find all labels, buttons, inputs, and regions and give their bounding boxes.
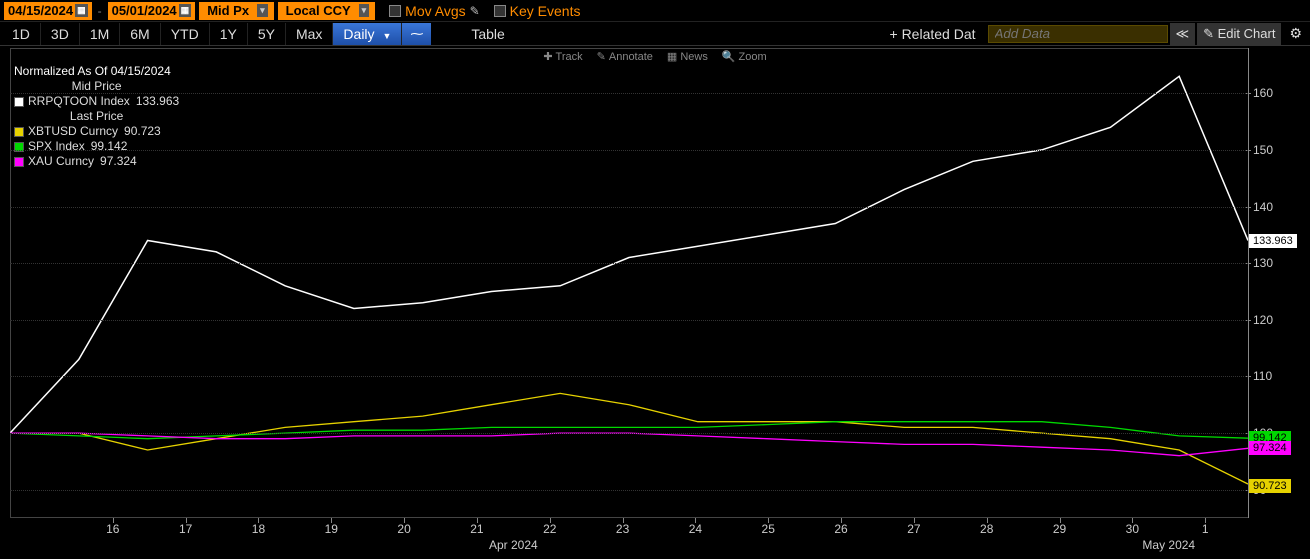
period-ytd-button[interactable]: YTD: [161, 23, 210, 45]
calendar-icon: ▦: [75, 4, 88, 17]
x-tick-label: 19: [325, 522, 338, 536]
period-1y-button[interactable]: 1Y: [210, 23, 248, 45]
x-tick-label: 21: [470, 522, 483, 536]
period-3d-button[interactable]: 3D: [41, 23, 80, 45]
related-data-button[interactable]: + Related Dat: [879, 23, 985, 45]
period-1d-button[interactable]: 1D: [2, 23, 41, 45]
calendar-icon: ▦: [179, 4, 192, 17]
gridline: [10, 320, 1248, 321]
key-events-toggle[interactable]: Key Events: [494, 3, 581, 19]
gridline: [10, 150, 1248, 151]
ccy-label: Local CCY: [286, 3, 351, 18]
ccy-dropdown[interactable]: Local CCY ▾: [278, 2, 376, 20]
mid-px-dropdown[interactable]: Mid Px ▾: [199, 2, 273, 20]
x-tick-label: 23: [616, 522, 629, 536]
daily-label: Daily: [343, 26, 374, 42]
y-axis-flag: 133.963: [1249, 234, 1297, 248]
x-tick-label: 18: [252, 522, 265, 536]
chart-type-button[interactable]: ⁓: [402, 23, 431, 45]
checkbox-icon: [389, 5, 401, 17]
pencil-icon: ✎: [470, 4, 480, 18]
period-5y-button[interactable]: 5Y: [248, 23, 286, 45]
gear-icon[interactable]: ⚙: [1283, 22, 1308, 45]
date-separator: -: [96, 4, 104, 18]
x-month-label: May 2024: [1142, 538, 1195, 552]
add-data-input[interactable]: [988, 25, 1168, 43]
gridline: [10, 263, 1248, 264]
chevron-down-icon: ▼: [382, 31, 391, 41]
y-tick-label: 110: [1253, 369, 1272, 383]
x-tick-label: 22: [543, 522, 556, 536]
x-tick-label: 1: [1202, 522, 1209, 536]
x-tick-label: 28: [980, 522, 993, 536]
gridline: [10, 490, 1248, 491]
key-events-label: Key Events: [510, 3, 581, 19]
date-to-value: 05/01/2024: [112, 3, 177, 18]
y-tick-label: 160: [1253, 86, 1273, 100]
collapse-button[interactable]: ≪: [1170, 23, 1196, 45]
mov-avgs-toggle[interactable]: Mov Avgs ✎: [389, 3, 480, 19]
period-max-button[interactable]: Max: [286, 23, 333, 45]
period-6m-button[interactable]: 6M: [120, 23, 160, 45]
y-tick-label: 150: [1253, 143, 1273, 157]
x-tick-label: 25: [762, 522, 775, 536]
date-from-input[interactable]: 04/15/2024 ▦: [4, 2, 92, 20]
mov-avgs-label: Mov Avgs: [405, 3, 465, 19]
y-axis-flag: 90.723: [1249, 479, 1291, 493]
chevron-down-icon: ▾: [359, 4, 370, 17]
x-tick-label: 17: [179, 522, 192, 536]
y-axis-flag: 97.324: [1249, 441, 1291, 455]
edit-chart-label: Edit Chart: [1218, 26, 1276, 41]
daily-dropdown[interactable]: Daily ▼: [333, 23, 402, 45]
period-1m-button[interactable]: 1M: [80, 23, 120, 45]
x-tick-label: 29: [1053, 522, 1066, 536]
gridline: [10, 376, 1248, 377]
x-tick-label: 16: [106, 522, 119, 536]
related-data-label: Related Dat: [902, 26, 976, 42]
mid-px-label: Mid Px: [207, 3, 249, 18]
y-axis: 90100110120130140150160133.96399.14297.3…: [1248, 48, 1306, 518]
y-tick-label: 140: [1253, 200, 1273, 214]
x-tick-label: 24: [689, 522, 702, 536]
edit-chart-button[interactable]: ✎ Edit Chart: [1197, 23, 1281, 45]
date-to-input[interactable]: 05/01/2024 ▦: [108, 2, 196, 20]
gridline: [10, 93, 1248, 94]
x-tick-label: 26: [834, 522, 847, 536]
x-tick-label: 30: [1126, 522, 1139, 536]
y-tick-label: 120: [1253, 313, 1273, 327]
x-tick-label: 27: [907, 522, 920, 536]
x-month-label: Apr 2024: [489, 538, 538, 552]
chart-plot-area[interactable]: [10, 48, 1248, 518]
table-button[interactable]: Table: [461, 23, 514, 45]
y-tick-label: 130: [1253, 256, 1273, 270]
gridline: [10, 207, 1248, 208]
checkbox-icon: [494, 5, 506, 17]
x-tick-label: 20: [397, 522, 410, 536]
date-from-value: 04/15/2024: [8, 3, 73, 18]
gridline: [10, 433, 1248, 434]
chevron-down-icon: ▾: [257, 4, 268, 17]
